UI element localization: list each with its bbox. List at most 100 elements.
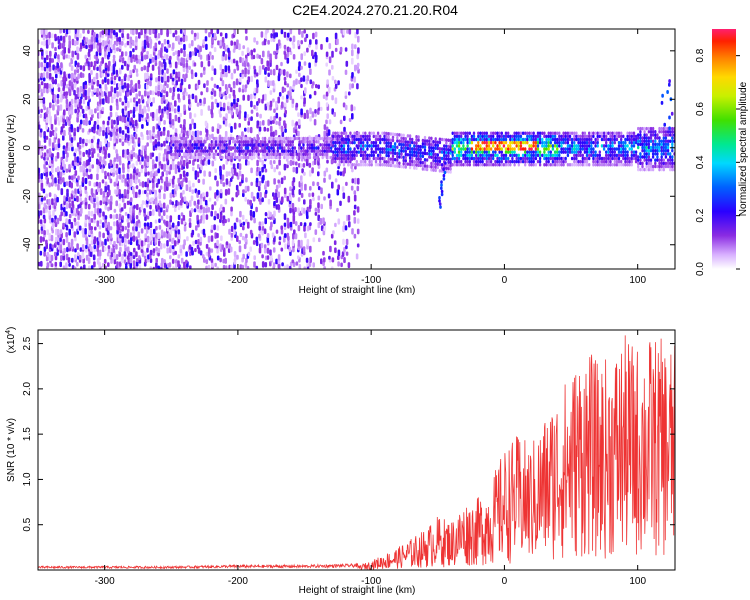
heatmap-cell <box>396 132 399 137</box>
heatmap-cell <box>481 134 484 139</box>
heatmap-cell <box>121 32 124 39</box>
heatmap-cell <box>336 156 339 161</box>
heatmap-cell <box>417 154 420 158</box>
heatmap-cell <box>95 181 99 187</box>
heatmap-cell <box>196 204 200 210</box>
heatmap-cell <box>602 134 606 139</box>
heatmap-cell <box>42 206 46 214</box>
heatmap-cell <box>259 113 262 119</box>
heatmap-cell <box>263 126 267 132</box>
heatmap-cell <box>317 84 320 90</box>
heatmap-cell <box>253 48 256 53</box>
heatmap-cell <box>455 131 459 135</box>
heatmap-cell <box>295 69 298 74</box>
heatmap-cell <box>310 149 314 153</box>
heatmap-cell <box>362 131 365 135</box>
heatmap-cell <box>328 255 331 260</box>
heatmap-cell <box>451 137 454 142</box>
heatmap-cell <box>67 47 71 54</box>
heatmap-cell <box>211 55 214 60</box>
heatmap-cell <box>233 251 237 258</box>
heatmap-cell <box>334 97 338 104</box>
heatmap-cell <box>204 120 208 127</box>
heatmap-cell <box>112 69 116 75</box>
heatmap-cell <box>455 137 459 142</box>
heatmap-cell <box>342 156 346 161</box>
heatmap-cell <box>483 153 486 158</box>
heatmap-cell <box>133 103 136 108</box>
heatmap-cell <box>466 137 469 142</box>
heatmap-cell <box>158 68 161 76</box>
heatmap-cell <box>302 149 305 153</box>
heatmap-cell <box>160 229 164 236</box>
heatmap-cell <box>264 212 268 217</box>
heatmap-cell <box>457 134 461 139</box>
heatmap-cell <box>80 266 83 269</box>
heatmap-cell <box>272 146 275 150</box>
heatmap-cell <box>530 144 533 148</box>
heatmap-cell <box>528 153 531 158</box>
heatmap-cell <box>236 140 239 144</box>
heatmap-cell <box>287 136 290 141</box>
heatmap-cell <box>174 155 177 160</box>
heatmap-cell <box>204 29 208 34</box>
heatmap-cell <box>227 101 230 107</box>
heatmap-cell <box>43 137 47 143</box>
heatmap-cell <box>185 201 189 206</box>
heatmap-cell <box>323 257 326 263</box>
heatmap-cell <box>359 137 363 142</box>
heatmap-cell <box>50 123 54 130</box>
heatmap-cell <box>169 215 173 221</box>
heatmap-cell <box>423 151 427 156</box>
heatmap-cell <box>179 244 183 250</box>
heatmap-cell <box>547 159 550 164</box>
heatmap-cell <box>366 147 369 151</box>
heatmap-cell <box>126 192 130 200</box>
heatmap-cell <box>161 43 164 48</box>
heatmap-cell <box>269 116 273 121</box>
heatmap-cell <box>216 239 219 247</box>
heatmap-cell <box>210 95 214 100</box>
heatmap-cell <box>483 137 486 142</box>
heatmap-cell <box>447 147 450 152</box>
heatmap-cell <box>423 148 427 152</box>
heatmap-cell <box>65 29 69 35</box>
heatmap-cell <box>594 150 597 154</box>
heatmap-cell <box>287 146 290 150</box>
heatmap-cell <box>297 112 300 118</box>
heatmap-cell <box>41 54 44 60</box>
heatmap-cell <box>167 130 170 137</box>
heatmap-cell <box>617 140 621 145</box>
heatmap-cell <box>233 41 237 46</box>
heatmap-cell <box>183 43 186 51</box>
heatmap-cell <box>228 93 232 99</box>
heatmap-cell <box>622 140 625 145</box>
heatmap-cell <box>492 134 495 139</box>
heatmap-cell <box>534 140 538 145</box>
heatmap-cell <box>43 152 47 157</box>
heatmap-cell <box>306 140 309 144</box>
heatmap-cell <box>319 143 322 147</box>
heatmap-cell <box>238 135 241 140</box>
heatmap-cell <box>283 175 286 181</box>
heatmap-cell <box>155 225 158 231</box>
heatmap-cell <box>272 149 275 153</box>
heatmap-cell <box>173 240 177 247</box>
heatmap-cell <box>347 134 350 139</box>
heatmap-cell <box>374 159 378 164</box>
heatmap-cell <box>630 163 633 167</box>
heatmap-cell <box>219 243 222 250</box>
heatmap-cell <box>376 134 380 139</box>
heatmap-cell <box>109 159 113 167</box>
heatmap-cell <box>547 134 550 139</box>
heatmap-cell <box>549 156 552 161</box>
heatmap-cell <box>607 137 610 142</box>
heatmap-cell <box>172 69 176 75</box>
heatmap-cell <box>314 207 318 212</box>
heatmap-cell <box>551 159 555 164</box>
heatmap-cell <box>242 189 245 194</box>
heatmap-cell <box>259 191 262 198</box>
heatmap-cell <box>295 161 298 166</box>
heatmap-cell <box>487 134 491 139</box>
heatmap-cell <box>43 65 47 72</box>
